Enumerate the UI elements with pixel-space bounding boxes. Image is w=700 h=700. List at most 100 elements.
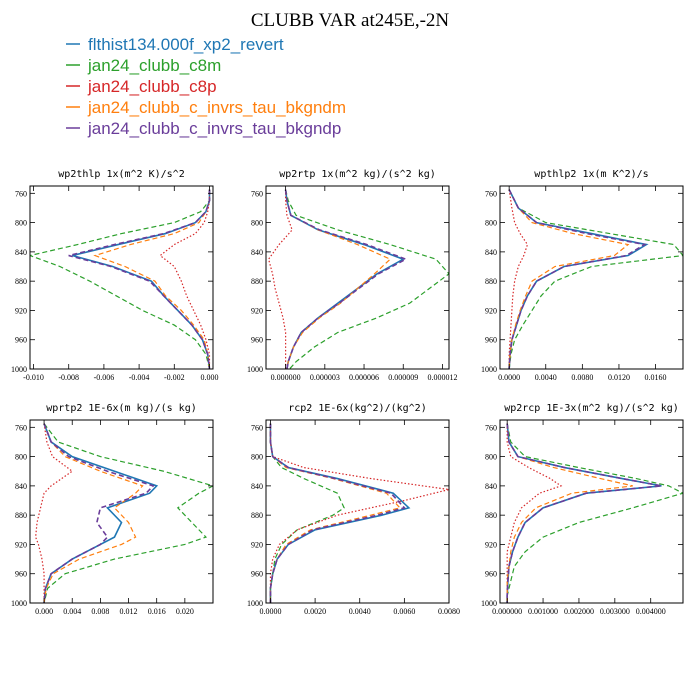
series-line [508, 189, 630, 369]
y-tick-label: 880 [15, 511, 27, 520]
y-tick-label: 840 [15, 248, 27, 257]
x-tick-label: 0.000000 [492, 607, 522, 616]
panel-title: wp2thlp 1x(m^2 K)/s^2 [58, 169, 184, 180]
y-tick-label: 960 [485, 570, 497, 579]
x-tick-label: 0.020 [176, 607, 194, 616]
y-tick-label: 800 [251, 453, 263, 462]
panel-title: wprtp2 1E-6x(m kg)/(s kg) [46, 403, 197, 414]
x-tick-label: -0.002 [164, 373, 185, 382]
plot-frame [29, 419, 214, 604]
figure-title: CLUBB VAR at245E,-2N [251, 10, 450, 31]
x-tick-label: 0.000009 [388, 373, 418, 382]
series-line [285, 189, 449, 369]
x-tick-label: -0.006 [94, 373, 115, 382]
chart-panel: wpthlp2 1x(m K^2)/s 760 800 840 880 920 960 100… [481, 169, 684, 382]
x-tick-label: 0.002000 [564, 607, 594, 616]
legend-label: flthist134.000f_xp2_revert [88, 35, 284, 54]
legend-label: jan24_clubb_c8m [87, 56, 221, 75]
y-tick-label: 960 [251, 570, 263, 579]
chart-panel: wp2thlp 1x(m^2 K)/s^2 760 800 840 880 920 960 1… [11, 169, 218, 382]
x-tick-label: 0.001000 [528, 607, 558, 616]
x-tick-label: 0.0020 [304, 607, 326, 616]
y-tick-label: 920 [15, 306, 27, 315]
y-tick-label: 1000 [11, 365, 27, 374]
y-tick-label: 840 [485, 482, 497, 491]
series-line [506, 423, 563, 603]
y-tick-label: 840 [485, 248, 497, 257]
chart-panel: wp2rcp 1E-3x(m^2 kg)/(s^2 kg) 760 800 840 88… [481, 403, 684, 616]
y-tick-label: 1000 [247, 599, 263, 608]
x-tick-label: 0.000012 [427, 373, 457, 382]
y-tick-label: 880 [251, 511, 263, 520]
y-tick-label: 1000 [481, 365, 497, 374]
series-line [43, 423, 144, 603]
y-tick-label: 760 [251, 423, 263, 432]
x-tick-label: 0.0160 [645, 373, 667, 382]
y-tick-label: 1000 [247, 365, 263, 374]
y-tick-label: 920 [15, 540, 27, 549]
panel-title: wpthlp2 1x(m K^2)/s [534, 169, 648, 180]
series-line [68, 189, 211, 369]
x-tick-label: 0.012 [120, 607, 138, 616]
y-tick-label: 760 [15, 423, 27, 432]
series-line [506, 423, 662, 603]
series-line [269, 423, 406, 603]
plot-frame [265, 419, 450, 604]
series-line [508, 189, 529, 369]
series-line [506, 423, 683, 603]
x-tick-label: 0.0040 [349, 607, 371, 616]
series-line [269, 423, 402, 603]
y-tick-label: 960 [15, 570, 27, 579]
x-tick-label: 0.0000 [259, 607, 281, 616]
y-tick-label: 960 [15, 336, 27, 345]
series-line [43, 423, 159, 603]
y-tick-label: 760 [251, 189, 263, 198]
x-tick-label: -0.010 [23, 373, 44, 382]
x-tick-label: 0.016 [148, 607, 166, 616]
legend-label: jan24_clubb_c_invrs_tau_bkgndp [87, 119, 341, 138]
plot-frame [499, 185, 684, 370]
panel-title: wp2rtp 1x(m^2 kg)/(s^2 kg) [279, 169, 436, 180]
y-tick-label: 880 [485, 277, 497, 286]
y-tick-label: 840 [251, 482, 263, 491]
y-tick-label: 1000 [11, 599, 27, 608]
x-tick-label: 0.0120 [608, 373, 630, 382]
y-tick-label: 880 [251, 277, 263, 286]
y-tick-label: 760 [485, 423, 497, 432]
y-tick-label: 920 [251, 306, 263, 315]
y-tick-label: 960 [251, 336, 263, 345]
x-tick-label: 0.008 [91, 607, 109, 616]
y-tick-label: 880 [15, 277, 27, 286]
y-tick-label: 960 [485, 336, 497, 345]
series-line [267, 189, 293, 369]
y-tick-label: 1000 [481, 599, 497, 608]
y-tick-label: 840 [251, 248, 263, 257]
plot-frame [29, 185, 214, 370]
x-tick-label: 0.000000 [271, 373, 301, 382]
x-tick-label: 0.0080 [438, 607, 460, 616]
series-line [284, 189, 406, 369]
series-line [269, 423, 345, 603]
plot-frame [265, 185, 450, 370]
x-tick-label: -0.008 [58, 373, 79, 382]
series-line [35, 423, 74, 603]
y-tick-label: 880 [485, 511, 497, 520]
x-tick-label: 0.0040 [535, 373, 557, 382]
series-line [269, 423, 449, 603]
x-tick-label: 0.000 [35, 607, 53, 616]
series-line [43, 423, 213, 603]
y-tick-label: 800 [251, 219, 263, 228]
series-line [506, 423, 633, 603]
y-tick-label: 800 [15, 219, 27, 228]
y-tick-label: 760 [485, 189, 497, 198]
x-tick-label: 0.000 [200, 373, 218, 382]
panel-title: rcp2 1E-6x(kg^2)/(kg^2) [288, 403, 426, 414]
series-line [159, 189, 211, 369]
series-line [508, 189, 683, 369]
x-tick-label: 0.004000 [636, 607, 666, 616]
x-tick-label: 0.0000 [498, 373, 520, 382]
legend-label: jan24_clubb_c_invrs_tau_bkgndm [87, 98, 346, 117]
series-line [30, 189, 211, 369]
y-tick-label: 760 [15, 189, 27, 198]
